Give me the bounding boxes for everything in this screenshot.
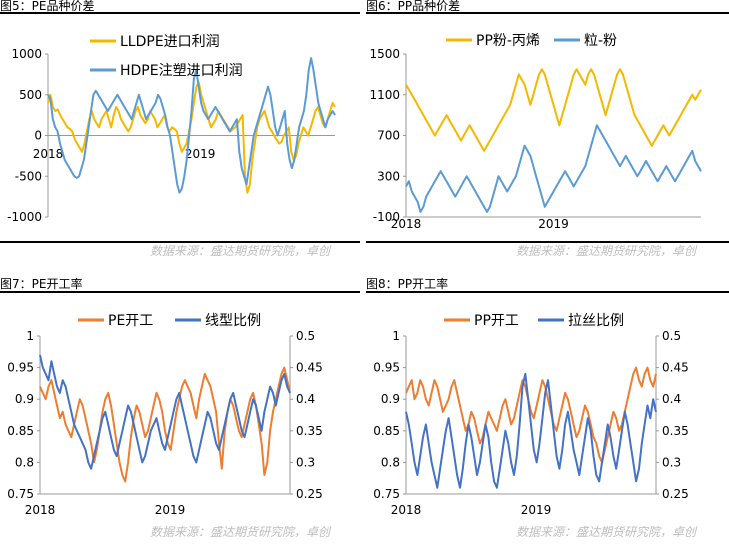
y2-tick-label: 0.25	[662, 487, 689, 501]
source-note: 数据来源：盛达期货研究院，卓创	[516, 525, 697, 539]
y-tick-label: 0.8	[15, 455, 34, 469]
panel-fig5: 图5：PE品种价差 1000 500 0 -500 -1000 2018 2019 LLDPE…	[0, 0, 364, 270]
legend-label: LLDPE进口利润	[120, 34, 220, 50]
y-tick-label: 0.85	[373, 424, 400, 438]
series-line-0	[405, 68, 702, 152]
y-tick-label: 1	[392, 329, 400, 343]
x-tick-label: 2019	[538, 217, 569, 231]
y2-tick-label: 0.35	[296, 424, 323, 438]
y2-tick-label: 0.45	[296, 361, 323, 375]
chart-title: 图5：PE品种价差	[0, 0, 95, 13]
source-note: 数据来源：盛达期货研究院，卓创	[150, 244, 331, 258]
top-rule	[0, 291, 360, 293]
y-tick-label: 1	[26, 329, 34, 343]
series-line-1	[39, 354, 291, 470]
bottom-rule	[0, 241, 360, 243]
chart-fig5: 1000 500 0 -500 -1000 2018 2019 LLDPE进口利润 HDPE注塑…	[7, 34, 336, 224]
chart-title: 图7：PE开工率	[0, 277, 83, 291]
y-tick-label: 1100	[369, 88, 400, 102]
y-tick-label: 0.9	[381, 392, 400, 406]
y-tick-label: 0	[34, 129, 42, 143]
series-line-1	[47, 57, 336, 194]
y-tick-label: 0.75	[7, 487, 34, 501]
y-tick-label: 700	[377, 129, 400, 143]
chart-fig7: 1 0.95 0.9 0.85 0.8 0.75 0.5 0.45 0.4 0.35 0.3 0.25…	[7, 313, 323, 517]
y-tick-label: -100	[373, 210, 400, 224]
y2-tick-label: 0.4	[662, 392, 681, 406]
legend-label: 拉丝比例	[568, 313, 624, 329]
chart-title: 图6：PP品种价差	[366, 0, 461, 13]
y2-tick-label: 0.4	[296, 392, 315, 406]
top-rule	[366, 291, 729, 293]
y-tick-label: 0.8	[381, 455, 400, 469]
y2-tick-label: 0.25	[296, 487, 323, 501]
legend-label: HDPE注塑进口利润	[120, 63, 243, 79]
x-tick-label: 2018	[391, 503, 422, 517]
y-tick-label: 300	[377, 169, 400, 183]
y-tick-label: 1500	[369, 47, 400, 61]
y2-tick-label: 0.3	[662, 455, 681, 469]
y-tick-label: -500	[15, 169, 42, 183]
legend-label: PP开工	[474, 313, 519, 329]
y-tick-label: 0.9	[15, 392, 34, 406]
top-rule	[366, 12, 729, 14]
y2-tick-label: 0.35	[662, 424, 689, 438]
chart-fig8: 1 0.95 0.9 0.85 0.8 0.75 0.5 0.45 0.4 0.35 0.3 0.25…	[373, 313, 689, 517]
x-tick-label: 2019	[185, 147, 216, 161]
series-line-1	[405, 372, 657, 489]
x-tick-label: 2018	[33, 147, 64, 161]
y2-tick-label: 0.45	[662, 361, 689, 375]
series-line-0	[39, 366, 291, 483]
y-tick-label: 0.85	[7, 424, 34, 438]
chart-title: 图8：PP开工率	[366, 277, 449, 291]
y-tick-label: -1000	[7, 210, 42, 224]
bottom-rule	[366, 241, 729, 243]
series-line-0	[405, 366, 657, 464]
y-tick-label: 1000	[11, 47, 42, 61]
x-tick-label: 2018	[25, 503, 56, 517]
x-tick-label: 2019	[155, 503, 186, 517]
source-note: 数据来源：盛达期货研究院，卓创	[516, 244, 697, 258]
top-rule	[0, 12, 360, 14]
panel-fig7: 图7：PE开工率 1 0.95 0.9 0.85 0.8 0.75 0.5 0.45 0.4 0.…	[0, 272, 364, 545]
y-tick-label: 500	[19, 88, 42, 102]
panel-fig8: 图8：PP开工率 1 0.95 0.9 0.85 0.8 0.75 0.5 0.45 0.4 0.…	[366, 272, 729, 545]
y2-tick-label: 0.3	[296, 455, 315, 469]
y2-tick-label: 0.5	[662, 329, 681, 343]
y-tick-label: 0.95	[7, 361, 34, 375]
y-tick-label: 0.95	[373, 361, 400, 375]
x-tick-label: 2019	[521, 503, 552, 517]
series-line-1	[405, 124, 702, 213]
legend-label: 粒-粉	[584, 33, 617, 49]
x-tick-label: 2018	[391, 217, 422, 231]
source-note: 数据来源：盛达期货研究院，卓创	[150, 525, 331, 539]
panel-fig6: 图6：PP品种价差 1500 1100 700 300 -100 2018 2019 PP粉-…	[366, 0, 729, 270]
legend-label: PE开工	[108, 313, 153, 329]
legend-label: 线型比例	[205, 313, 261, 329]
y-tick-label: 0.75	[373, 487, 400, 501]
legend-label: PP粉-丙烯	[476, 33, 540, 49]
y2-tick-label: 0.5	[296, 329, 315, 343]
